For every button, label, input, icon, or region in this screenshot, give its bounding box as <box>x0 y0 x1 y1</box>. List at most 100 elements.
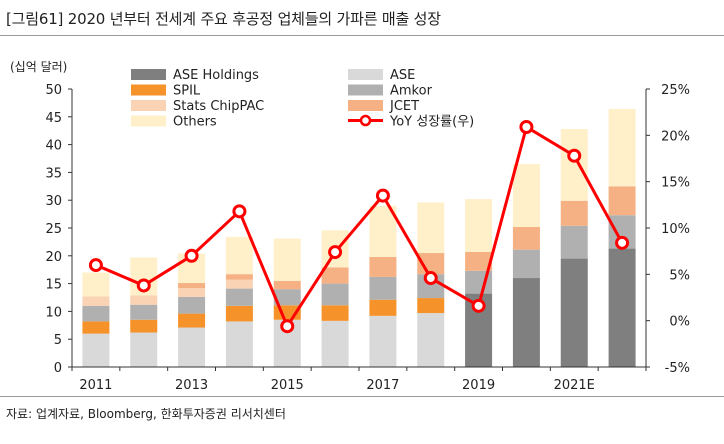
bar-segment <box>321 283 349 306</box>
bar-segment <box>225 321 253 367</box>
bar-segment <box>369 205 397 257</box>
bar-segment <box>369 299 397 316</box>
bar-segment <box>130 319 158 333</box>
y2-tick-label: -5% <box>665 361 690 376</box>
y2-tick-label: 20% <box>661 129 690 144</box>
bar-segment <box>417 202 445 254</box>
bar-segment <box>225 279 253 289</box>
bar-segment <box>608 109 636 187</box>
y-axis-label: (십억 달러) <box>10 60 67 74</box>
legend-swatch <box>131 115 166 127</box>
bar-segment <box>560 129 588 201</box>
bar-segment <box>465 251 493 271</box>
bar-segment <box>465 199 493 252</box>
bar-segment <box>225 274 253 280</box>
bar-segment <box>225 236 253 275</box>
yoy-marker <box>375 188 390 203</box>
bar-segment <box>417 274 445 299</box>
y-tick-label: 20 <box>45 250 62 265</box>
bar-segment <box>321 320 349 367</box>
bar-segment <box>82 333 110 367</box>
page-title: [그림61] 2020 년부터 전세계 주요 후공정 업체들의 가파른 매출 성… <box>6 10 441 28</box>
bar-segment <box>82 296 110 306</box>
yoy-marker <box>328 245 343 260</box>
yoy-marker <box>519 119 534 134</box>
yoy-marker <box>567 148 582 163</box>
y2-tick-label: 0% <box>669 315 690 330</box>
y2-tick-label: 5% <box>669 268 690 283</box>
yoy-marker <box>136 278 151 293</box>
bar-segment <box>273 280 301 290</box>
line-layer <box>88 119 630 334</box>
yoy-marker <box>615 235 630 250</box>
legend-swatch <box>348 100 383 111</box>
x-tick-label: 2015 <box>271 378 304 393</box>
bar-segment <box>560 258 588 367</box>
bar-segment <box>178 313 206 328</box>
bar-segment <box>369 315 397 367</box>
bar-segment <box>608 186 636 216</box>
x-tick-label: 2013 <box>175 378 208 393</box>
legend-swatch <box>131 100 166 111</box>
y-tick-label: 35 <box>45 166 62 181</box>
y-tick-label: 30 <box>45 194 62 209</box>
yoy-marker <box>423 271 438 286</box>
axes-layer: 0 5 10 15 20 25 30 35 40 45 50 -5% 0% 5% 10% 15% 20% 25% 2… <box>45 83 690 393</box>
bar-segment <box>273 289 301 306</box>
bar-segment <box>512 249 540 279</box>
bar-segment <box>560 225 588 259</box>
bar-segment <box>178 327 206 367</box>
y-tick-label: 25 <box>45 222 62 237</box>
legend-label: YoY 성장률(우) <box>389 115 474 130</box>
source-note: 자료: 업계자료, Bloomberg, 한화투자증권 리서치센터 <box>6 407 286 421</box>
y2-tick-label: 25% <box>661 83 690 98</box>
y2-tick-label: 15% <box>661 176 690 191</box>
yoy-marker <box>232 204 247 219</box>
bar-segment <box>273 238 301 281</box>
bar-segment <box>178 296 206 314</box>
y-tick-label: 10 <box>45 305 62 320</box>
x-tick-label: 2021E <box>554 378 595 393</box>
y-tick-label: 50 <box>45 83 62 98</box>
bar-segment <box>225 288 253 306</box>
source-divider <box>0 396 724 397</box>
y2-tick-label: 10% <box>661 222 690 237</box>
bar-segment <box>130 332 158 367</box>
bar-segment <box>82 321 110 334</box>
y-tick-label: 5 <box>54 333 62 348</box>
legend-swatch <box>348 69 383 80</box>
legend-label: ASE Holdings <box>173 68 259 83</box>
legend-marker <box>359 114 372 127</box>
bar-segment <box>512 278 540 367</box>
bar-segment <box>369 256 397 277</box>
bars-layer <box>82 109 636 367</box>
bar-segment <box>178 283 206 289</box>
y-tick-label: 40 <box>45 139 62 154</box>
legend: ASE Holdings ASE SPIL Amkor Stats ChipPAC JCE… <box>131 68 474 130</box>
y-tick-label: 15 <box>45 278 62 293</box>
yoy-marker <box>471 298 486 313</box>
bar-segment <box>82 305 110 322</box>
bar-segment <box>321 267 349 284</box>
bar-segment <box>417 298 445 314</box>
title-divider <box>0 35 724 36</box>
yoy-marker <box>184 248 199 263</box>
bar-segment <box>82 272 110 297</box>
bar-segment <box>321 305 349 321</box>
bar-segment <box>225 305 253 322</box>
legend-label: Stats ChipPAC <box>173 99 264 114</box>
x-tick-label: 2011 <box>79 378 112 393</box>
legend-swatch <box>131 84 166 96</box>
bar-segment <box>512 226 540 250</box>
bar-segment <box>417 313 445 367</box>
legend-label: JCET <box>389 99 419 114</box>
bar-segment <box>130 304 158 320</box>
bar-segment <box>608 248 636 367</box>
bar-segment <box>560 200 588 226</box>
bar-segment <box>512 164 540 227</box>
legend-label: Others <box>173 115 217 130</box>
x-tick-label: 2019 <box>462 378 495 393</box>
legend-label: Amkor <box>390 84 433 99</box>
legend-swatch <box>131 69 166 80</box>
